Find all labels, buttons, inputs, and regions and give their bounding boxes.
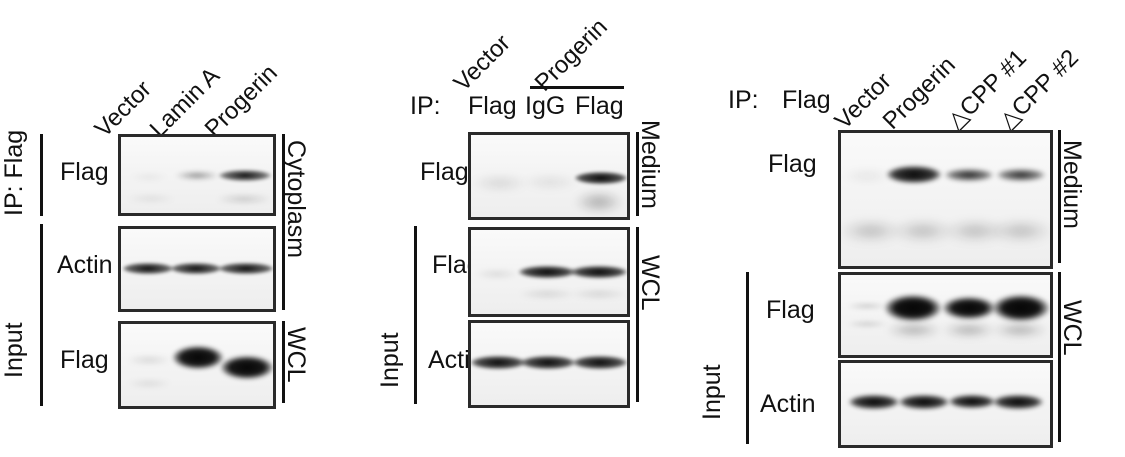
band xyxy=(893,221,953,241)
band xyxy=(127,356,171,364)
band xyxy=(945,221,1005,241)
fraction-label-medium: Medium xyxy=(636,120,664,209)
ip-prefix-label: IP: xyxy=(410,92,441,120)
blot-flag-wcl-input xyxy=(118,321,276,409)
group-bracket-input xyxy=(40,224,43,406)
band xyxy=(899,395,949,409)
band xyxy=(217,195,271,203)
band xyxy=(571,290,627,298)
band xyxy=(945,169,993,181)
band xyxy=(171,263,221,274)
row-label-flag-1: Flag xyxy=(60,158,109,186)
band xyxy=(129,173,169,181)
blot-flag-wcl-input xyxy=(468,227,630,317)
fraction-label-wcl: WCL xyxy=(636,255,664,311)
band xyxy=(127,380,171,387)
ip-value-flag-1: Flag xyxy=(468,92,517,120)
ip-value-igg: IgG xyxy=(525,92,566,120)
fraction-bracket-wcl xyxy=(636,227,639,402)
band xyxy=(847,321,887,327)
fraction-bracket-wcl xyxy=(282,321,285,403)
band xyxy=(887,166,941,183)
row-label-flag-2: Flag xyxy=(60,346,109,374)
row-label-actin: Actin xyxy=(57,251,113,279)
band xyxy=(993,295,1049,321)
band xyxy=(475,270,519,278)
band xyxy=(849,395,899,409)
band xyxy=(173,346,223,369)
blot-flag-wcl-input xyxy=(838,272,1053,358)
band xyxy=(219,263,273,274)
band xyxy=(519,266,575,278)
fraction-bracket-wcl xyxy=(1058,272,1061,442)
band xyxy=(471,356,525,369)
fraction-bracket-medium xyxy=(1058,130,1061,263)
band xyxy=(943,323,995,337)
lane-label-progerin: Progerin xyxy=(529,13,613,97)
blot-flag-cytoplasm-ip xyxy=(118,134,276,216)
lane-label-vector: Vector xyxy=(448,29,516,97)
blot-actin-wcl-input xyxy=(838,360,1053,448)
row-label-flag-1: Flag xyxy=(768,150,817,178)
band xyxy=(521,356,575,369)
band xyxy=(991,221,1050,241)
band xyxy=(519,290,575,298)
band xyxy=(993,395,1043,409)
row-label-flag-2: Flag xyxy=(766,296,815,324)
fraction-bracket-cytoplasm xyxy=(282,134,285,310)
band xyxy=(887,323,941,337)
group-label-input: Input xyxy=(376,332,404,388)
band xyxy=(571,266,627,278)
band xyxy=(523,175,577,189)
row-label-actin: Actin xyxy=(760,390,816,418)
band xyxy=(575,191,623,213)
band xyxy=(847,303,887,309)
band xyxy=(843,169,891,183)
fraction-label-cytoplasm: Cytoplasm xyxy=(282,140,310,259)
group-label-ip-flag: IP: Flag xyxy=(0,129,28,216)
ip-value-flag: Flag xyxy=(782,86,831,114)
blot-flag-medium-ip xyxy=(468,132,630,220)
group-bracket-ip xyxy=(40,134,43,216)
group-bracket-input xyxy=(746,272,749,444)
lane-group-rule-progerin xyxy=(530,86,624,89)
blot-actin-cytoplasm-input xyxy=(118,226,276,312)
row-label-flag-1: Flag xyxy=(420,158,469,186)
fraction-label-wcl: WCL xyxy=(1058,300,1086,356)
group-bracket-input xyxy=(414,226,417,404)
band xyxy=(949,395,995,408)
band xyxy=(943,297,995,319)
band xyxy=(221,356,273,379)
ip-value-flag-2: Flag xyxy=(575,92,624,120)
band xyxy=(473,175,527,191)
band xyxy=(575,172,627,184)
band xyxy=(993,323,1047,337)
fraction-label-wcl: WCL xyxy=(282,327,310,383)
lane-label-vector: Vector xyxy=(89,75,157,143)
band xyxy=(175,171,219,180)
band xyxy=(573,356,627,369)
ip-prefix-label: IP: xyxy=(728,86,759,114)
fraction-bracket-medium xyxy=(636,132,639,216)
fraction-label-medium: Medium xyxy=(1058,140,1086,229)
group-label-input: Input xyxy=(698,364,726,420)
band xyxy=(219,170,271,181)
band xyxy=(841,221,901,241)
band xyxy=(885,295,941,321)
band xyxy=(997,169,1045,181)
blot-film xyxy=(841,133,1050,266)
group-label-input: Input xyxy=(0,322,28,378)
blot-actin-wcl-input xyxy=(468,320,630,408)
band xyxy=(123,263,173,274)
blot-flag-medium-ip xyxy=(838,130,1053,269)
band xyxy=(127,195,175,202)
